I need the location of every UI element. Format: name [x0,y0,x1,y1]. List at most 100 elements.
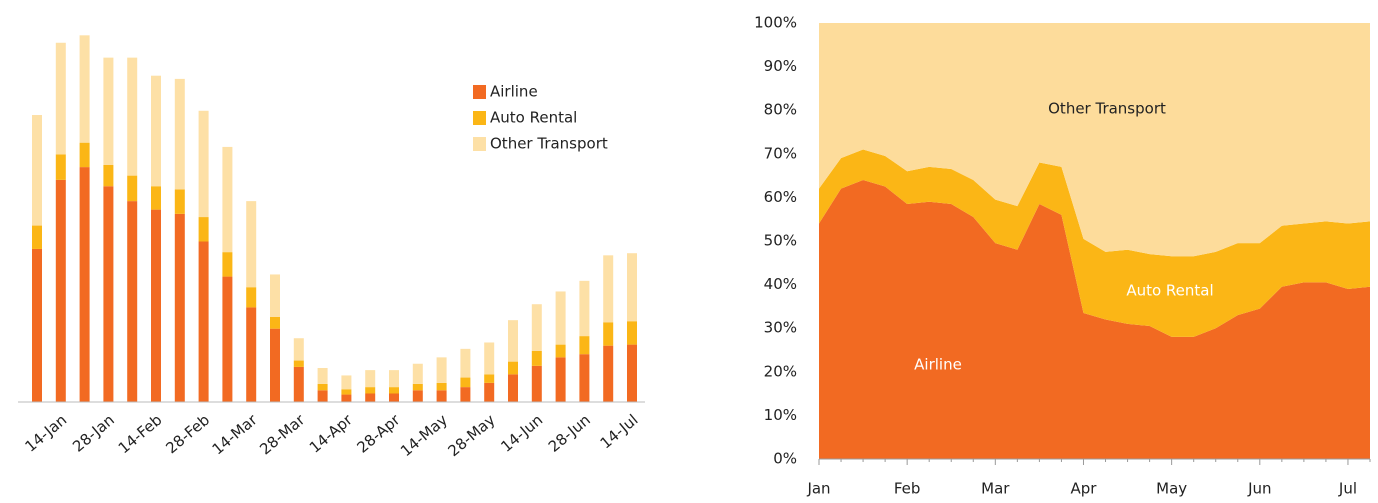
bar [603,322,614,346]
area [819,23,1370,257]
bar [198,241,209,402]
bar [198,110,209,218]
x-tick-label: 28-May [445,411,499,461]
bar [103,164,114,187]
bar [579,336,590,355]
bar [103,57,114,165]
bar [555,291,566,345]
bar [508,361,518,375]
bar [412,383,423,391]
bar [579,280,590,337]
bar [460,348,471,378]
bar [103,186,114,402]
bar [270,274,280,317]
bar [270,316,280,329]
bar [627,253,637,322]
bar [484,374,495,383]
x-tick-label: 14-May [397,411,451,461]
bar [151,209,161,402]
x-tick-label: 28-Mar [256,410,309,458]
bar [436,357,447,383]
bar [79,35,90,143]
bar [246,201,257,288]
series-label: Auto Rental [1126,282,1213,300]
x-tick-label: Apr [1071,480,1098,498]
bar [317,367,328,384]
bar [627,321,637,345]
bar [389,370,399,388]
bar [270,328,280,402]
bar [246,307,257,402]
bar [508,320,518,362]
bar [579,354,590,402]
bar [555,344,566,358]
bar [484,342,495,375]
bar [246,287,257,308]
y-tick-label: 100% [754,14,797,32]
series-label: Airline [914,356,962,374]
bar [55,179,66,402]
bar [531,365,542,402]
series-label: Other Transport [1048,100,1166,118]
bar [460,377,471,388]
bar [222,146,233,253]
y-tick-label: 30% [764,319,797,337]
x-tick-label: Mar [981,480,1010,498]
bar [531,304,542,351]
legend-swatch [473,85,486,99]
bar [317,383,328,391]
y-tick-label: 20% [764,362,797,380]
bar [341,375,352,390]
bar [603,255,614,323]
bar [174,213,185,402]
x-tick-label: May [1156,480,1187,498]
x-tick-label: 28-Apr [353,410,404,457]
bar [555,357,566,402]
x-tick-label: 28-Jan [69,411,118,456]
bar [460,387,471,402]
y-tick-label: 60% [764,188,797,206]
y-tick-label: 70% [764,144,797,162]
bar [222,276,233,402]
legend-swatch [473,137,486,151]
x-tick-label: 14-Feb [115,411,166,458]
x-tick-label: Jul [1338,480,1357,498]
bar [174,78,185,190]
bar [127,201,138,402]
legend-label: Auto Rental [490,109,577,127]
bar [341,394,352,402]
area [819,149,1370,337]
y-tick-label: 90% [764,57,797,75]
x-tick-label: Jun [1247,480,1271,498]
bar [412,390,423,402]
x-tick-label: Jan [806,480,830,498]
bar [174,189,185,214]
x-tick-label: 14-Jan [22,411,71,456]
bar [151,75,161,187]
bar [32,115,42,226]
bar [508,374,518,402]
bar [603,345,614,402]
y-tick-label: 50% [764,232,797,250]
bar [293,360,304,367]
bar [32,248,42,402]
y-tick-label: 40% [764,275,797,293]
bar [365,370,376,388]
x-tick-label: 14-Jun [497,411,546,456]
y-tick-label: 10% [764,406,797,424]
x-tick-label: Feb [894,480,921,498]
bar [55,154,66,180]
bar [293,366,304,402]
area [819,179,1370,459]
bar [293,338,304,361]
legend-label: Other Transport [490,135,608,153]
bar [436,390,447,402]
bar [436,382,447,391]
bar [198,217,209,242]
y-tick-label: 0% [773,450,797,468]
bar [389,393,399,402]
bar [627,344,637,402]
legend-swatch [473,111,486,125]
y-tick-label: 80% [764,101,797,119]
